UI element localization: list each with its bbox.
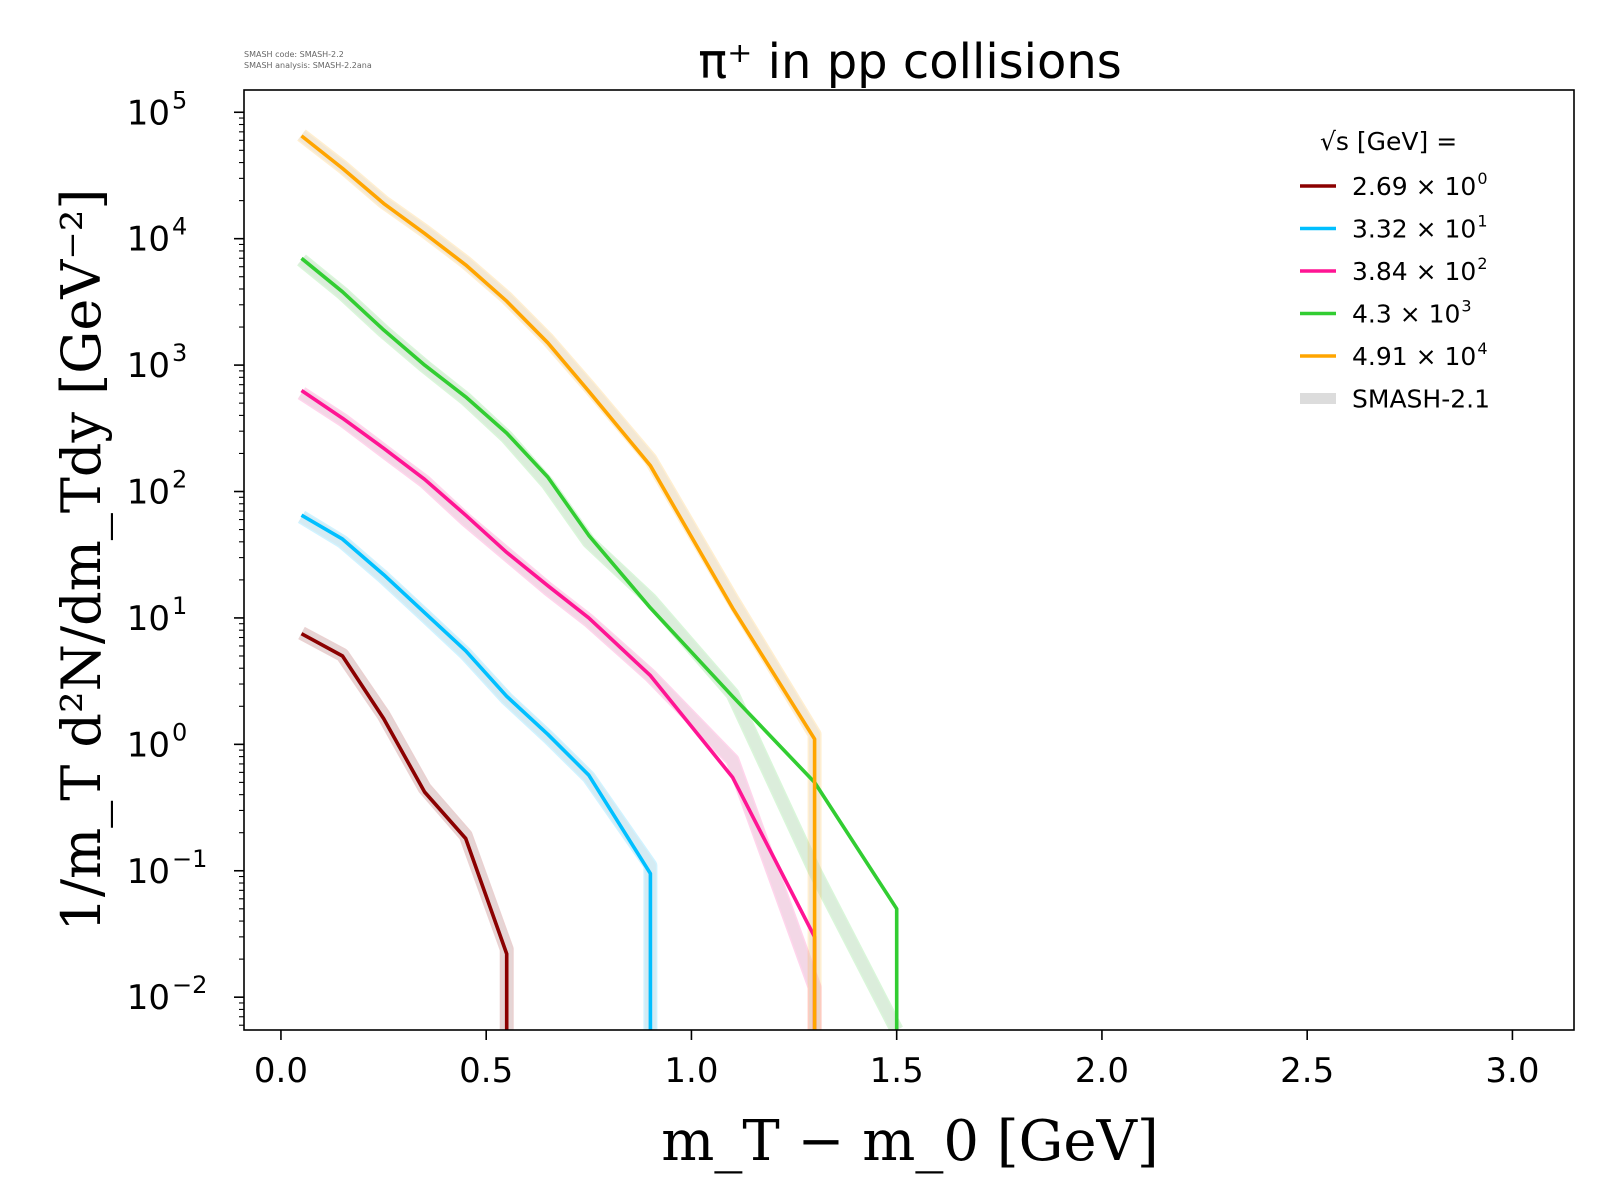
legend-label-exponent-4: 4	[1477, 339, 1487, 358]
y-tick-exponent: 1	[172, 592, 187, 620]
series-line-0	[300, 632, 509, 1030]
meta-code-version: SMASH code: SMASH-2.2	[244, 50, 344, 59]
y-tick-label: 10	[127, 978, 170, 1018]
meta-analysis-version: SMASH analysis: SMASH-2.2ana	[244, 61, 372, 70]
y-tick-exponent: −1	[172, 845, 207, 873]
legend: √s [GeV] = 2.69 × 10 0 3.32 × 10 1 3.84 × 10…	[1300, 127, 1490, 414]
series-line-4	[300, 134, 817, 1030]
x-tick-label: 2.5	[1280, 1051, 1334, 1091]
legend-label-reference: SMASH-2.1	[1352, 385, 1490, 414]
x-axis-label: m_T − m_0 [GeV]	[661, 1109, 1159, 1174]
x-tick-label: 0.0	[254, 1051, 308, 1091]
legend-label-1: 3.32 × 10	[1352, 215, 1476, 244]
y-tick-label: 10	[127, 599, 170, 639]
reference-band-2	[297, 387, 822, 1030]
legend-label-0: 2.69 × 10	[1352, 172, 1476, 201]
chart-title: π⁺ in pp collisions	[698, 34, 1122, 90]
x-tick-label: 0.5	[459, 1051, 513, 1091]
x-tick-label: 3.0	[1485, 1051, 1539, 1091]
y-tick-exponent: 0	[172, 718, 187, 746]
legend-label-2: 3.84 × 10	[1352, 257, 1476, 286]
y-tick-exponent: −2	[172, 971, 207, 999]
series-curves	[300, 134, 899, 1030]
y-tick-exponent: 2	[172, 466, 187, 494]
series-line-1	[300, 513, 653, 1030]
y-tick-label: 10	[127, 725, 170, 765]
legend-label-exponent-3: 3	[1461, 297, 1471, 316]
y-tick-exponent: 4	[172, 213, 187, 241]
x-tick-label: 2.0	[1075, 1051, 1129, 1091]
y-tick-label: 10	[127, 220, 170, 260]
legend-label-4: 4.91 × 10	[1352, 342, 1476, 371]
x-tick-label: 1.0	[664, 1051, 718, 1091]
reference-curve-2	[298, 388, 821, 1030]
legend-label-exponent-0: 0	[1477, 169, 1487, 188]
y-tick-label: 10	[127, 93, 170, 133]
y-tick-exponent: 5	[172, 86, 187, 114]
y-axis-label: 1/m_T d²N/dm_Tdy [GeV⁻²]	[50, 188, 113, 931]
plot-frame	[243, 89, 1575, 1031]
x-axis: 0.0 0.5 1.0 1.5 2.0 2.5 3.0	[254, 1030, 1539, 1091]
legend-label-exponent-1: 1	[1477, 212, 1487, 231]
legend-label-exponent-2: 2	[1477, 254, 1487, 273]
y-tick-label: 10	[127, 473, 170, 513]
legend-label-3: 4.3 × 10	[1352, 300, 1460, 329]
y-tick-label: 10	[127, 852, 170, 892]
y-tick-label: 10	[127, 346, 170, 386]
x-tick-label: 1.5	[870, 1051, 924, 1091]
legend-title: √s [GeV] =	[1320, 127, 1457, 156]
series-line-2	[300, 389, 817, 1030]
y-tick-exponent: 3	[172, 339, 187, 367]
